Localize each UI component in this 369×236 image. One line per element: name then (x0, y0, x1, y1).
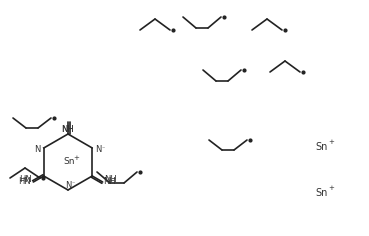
Text: N: N (65, 181, 71, 190)
Text: NH: NH (62, 125, 75, 134)
Text: HN: HN (18, 177, 31, 186)
Text: ⁻: ⁻ (41, 148, 44, 152)
Text: Sn: Sn (63, 157, 75, 167)
Text: ⁻: ⁻ (101, 148, 105, 152)
Text: HN: HN (19, 176, 32, 185)
Text: NH: NH (62, 126, 75, 135)
Text: +: + (73, 155, 79, 161)
Text: +: + (328, 139, 334, 145)
Text: Sn: Sn (316, 142, 328, 152)
Text: ⁻: ⁻ (71, 182, 75, 187)
Text: NH: NH (103, 177, 116, 186)
Text: N: N (35, 146, 41, 155)
Text: N: N (95, 146, 101, 155)
Text: Sn: Sn (316, 188, 328, 198)
Text: NH: NH (104, 176, 117, 185)
Text: +: + (328, 185, 334, 191)
